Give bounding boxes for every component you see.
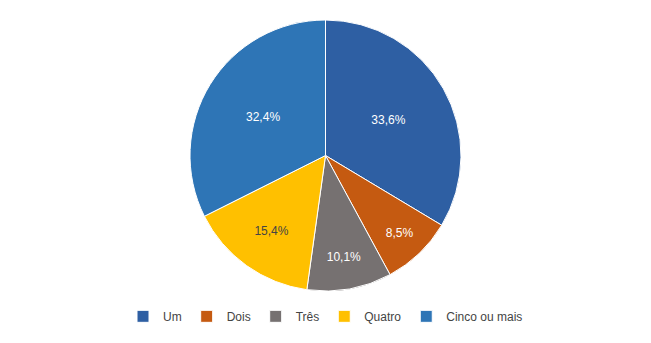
svg-text:10,1%: 10,1% xyxy=(327,250,361,264)
svg-text:Um: Um xyxy=(163,310,182,324)
svg-text:8,5%: 8,5% xyxy=(386,226,414,240)
svg-text:33,6%: 33,6% xyxy=(371,113,405,127)
svg-text:Dois: Dois xyxy=(227,310,251,324)
svg-text:32,4%: 32,4% xyxy=(246,110,280,124)
svg-text:Quatro: Quatro xyxy=(364,310,401,324)
svg-text:15,4%: 15,4% xyxy=(254,224,288,238)
svg-text:Cinco ou mais: Cinco ou mais xyxy=(446,310,522,324)
svg-text:Três: Três xyxy=(296,310,320,324)
